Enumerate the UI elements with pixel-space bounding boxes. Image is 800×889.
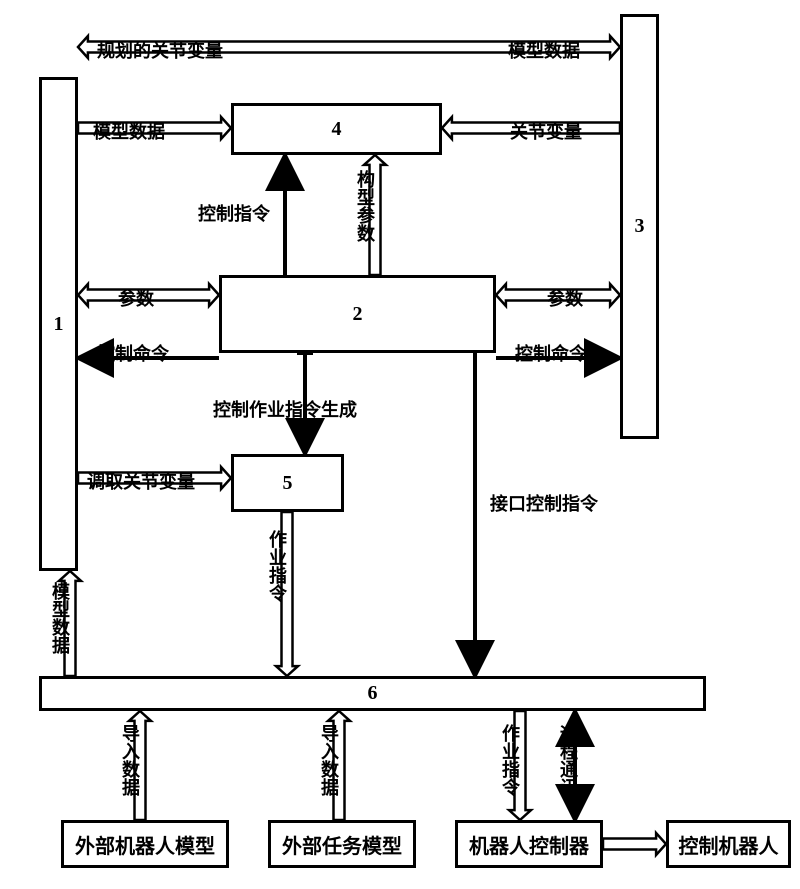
arrow-label-cmd_l: 控制命令: [97, 340, 169, 366]
node-n3: 3: [620, 14, 659, 439]
node-label: 5: [283, 472, 293, 495]
arrow-label-top_l: 规划的关节变量: [97, 37, 223, 63]
arrow-label-param_l: 参数: [118, 285, 154, 311]
arrow-label-remote: 远程通讯: [555, 724, 581, 796]
node-label: 外部任务模型: [282, 830, 402, 859]
node-n4: 4: [231, 103, 442, 155]
arrow-label-job_gen: 控制作业指令生成: [213, 396, 357, 422]
arrow-label-mid_r4: 关节变量: [510, 118, 582, 144]
arrow-label-job_out: 作业指令: [497, 724, 523, 796]
arrow-label-job_cmd: 作业指令: [264, 530, 290, 602]
node-ext_model: 外部机器人模型: [61, 820, 229, 868]
arrow-label-ctrl_up: 控制指令: [198, 200, 270, 226]
arrow-label-iface: 接口控制指令: [490, 490, 598, 516]
node-label: 机器人控制器: [469, 830, 589, 859]
node-controller: 机器人控制器: [455, 820, 603, 868]
arrow-label-cfg: 构型参数: [352, 170, 378, 242]
node-n1: 1: [39, 77, 78, 571]
arrow-label-imp1: 导入数据: [117, 724, 143, 796]
arrow-label-imp2: 导入数据: [316, 724, 342, 796]
node-label: 外部机器人模型: [75, 830, 215, 859]
node-n2: 2: [219, 275, 496, 353]
node-n5: 5: [231, 454, 344, 512]
arrow-label-fetch: 调取关节变量: [87, 468, 195, 494]
node-n6: 6: [39, 676, 706, 711]
node-robot: 控制机器人: [666, 820, 791, 868]
node-label: 3: [635, 215, 645, 238]
arrow-label-top_r: 模型数据: [508, 37, 580, 63]
node-label: 2: [353, 303, 363, 326]
node-label: 6: [368, 682, 378, 705]
arrow-label-cmd_r: 控制命令: [515, 340, 587, 366]
node-label: 控制机器人: [679, 830, 779, 859]
arrow-label-mid_l4: 模型数据: [93, 118, 165, 144]
arrow-label-mdl_data: 模型数据: [47, 582, 73, 654]
hollow-arrow-12: [603, 833, 666, 855]
node-label: 1: [54, 313, 64, 336]
node-label: 4: [332, 118, 342, 141]
node-ext_task: 外部任务模型: [268, 820, 416, 868]
arrow-label-param_r: 参数: [547, 285, 583, 311]
